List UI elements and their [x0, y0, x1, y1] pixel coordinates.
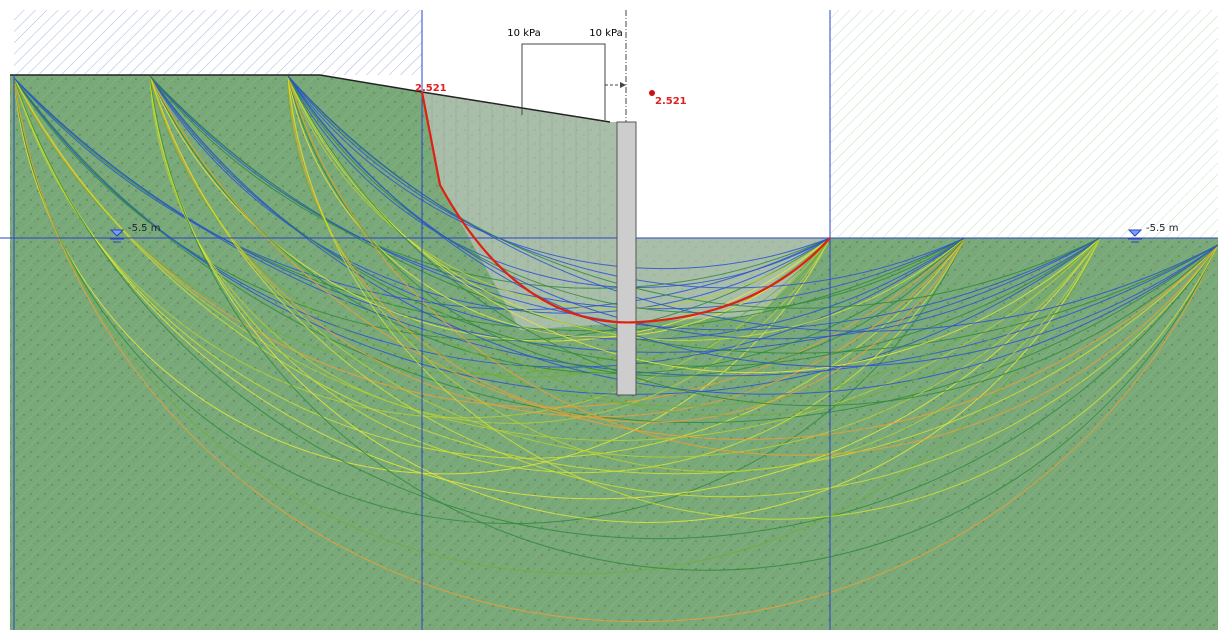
line	[287, 75, 1218, 407]
line	[149, 75, 1218, 395]
line	[13, 77, 1101, 441]
line	[13, 77, 831, 375]
load: 10 kPa 10 kPa	[507, 10, 627, 122]
line	[13, 77, 966, 332]
line	[149, 75, 1218, 440]
line	[287, 75, 1101, 309]
line	[287, 75, 831, 270]
line	[287, 75, 831, 288]
line	[149, 75, 1101, 458]
line	[287, 75, 966, 314]
line	[149, 75, 831, 378]
line	[287, 75, 966, 289]
critical-slip-surface	[420, 91, 831, 324]
line	[287, 75, 1218, 368]
line	[13, 77, 831, 341]
line	[287, 75, 831, 338]
line	[287, 75, 966, 341]
wall	[616, 121, 637, 396]
line	[149, 75, 1218, 498]
line	[13, 77, 1218, 377]
slip-surfaces	[13, 75, 1218, 623]
water-label: -5.5 m	[1146, 223, 1178, 234]
load-label: 10 kPa	[507, 28, 540, 39]
line	[149, 75, 831, 424]
line	[287, 75, 1218, 520]
line	[13, 77, 1101, 500]
water-level: -5.5 m -5.5 m	[109, 223, 1178, 243]
line	[287, 75, 1218, 332]
line	[149, 75, 1218, 571]
line	[13, 77, 1218, 623]
slices	[431, 93, 601, 300]
line	[287, 75, 1101, 473]
line	[13, 77, 966, 525]
line	[287, 75, 831, 375]
line	[13, 77, 1218, 540]
fos-label: 2.521	[415, 83, 447, 94]
line	[149, 75, 1101, 523]
line	[287, 75, 1101, 417]
load-label: 10 kPa	[589, 28, 622, 39]
line	[149, 75, 1218, 354]
line	[149, 75, 1101, 407]
line	[13, 77, 1101, 575]
line	[287, 75, 831, 310]
fos-label: 2.521	[655, 96, 687, 107]
line	[13, 77, 1101, 395]
line	[13, 77, 1218, 475]
line	[287, 75, 966, 377]
line	[149, 75, 966, 310]
water-label: -5.5 m	[128, 223, 160, 234]
center-marker	[649, 90, 655, 96]
line	[13, 77, 1218, 424]
line	[149, 75, 831, 342]
